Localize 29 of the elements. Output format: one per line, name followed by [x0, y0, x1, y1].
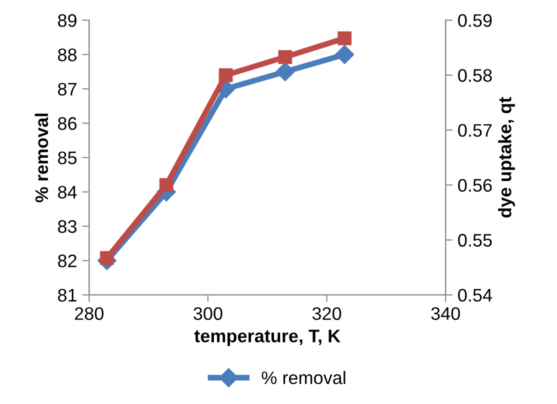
- y-tick-label: 83: [58, 220, 77, 233]
- legend-label: % removal: [262, 370, 346, 384]
- x-tick-label: 340: [431, 307, 460, 320]
- y2-tick-label: 0.57: [458, 124, 492, 137]
- y2-tick-label: 0.54: [458, 288, 492, 302]
- point: [335, 45, 354, 64]
- y2-tick-label: 0.59: [458, 14, 492, 27]
- y-tick-label: 88: [58, 48, 77, 62]
- y2-tick-label: 0.55: [458, 234, 492, 247]
- y-tick-label: 82: [58, 254, 76, 268]
- point: [218, 68, 233, 82]
- y-tick-label: 84: [58, 186, 77, 199]
- x-tick-label: 300: [194, 307, 222, 320]
- point: [338, 31, 352, 46]
- y-tick-label: 87: [58, 82, 76, 96]
- x-tick-label: 320: [312, 307, 342, 320]
- point: [278, 50, 292, 64]
- y-tick-label: 81: [58, 288, 76, 302]
- point: [276, 62, 295, 82]
- y2-tick-label: 0.56: [458, 178, 492, 192]
- point: [159, 178, 174, 192]
- y-tick-label: 86: [58, 117, 77, 130]
- y-tick-label: 85: [58, 151, 77, 164]
- y-tick-label: 89: [58, 14, 76, 27]
- y2-axis-title: dye uptake, qt: [498, 97, 515, 218]
- y2-tick-label: 0.58: [458, 69, 492, 82]
- y-axis-title: % removal: [34, 114, 48, 202]
- x-axis-title: temperature, T, K: [194, 330, 340, 346]
- x-tick-label: 280: [74, 307, 104, 320]
